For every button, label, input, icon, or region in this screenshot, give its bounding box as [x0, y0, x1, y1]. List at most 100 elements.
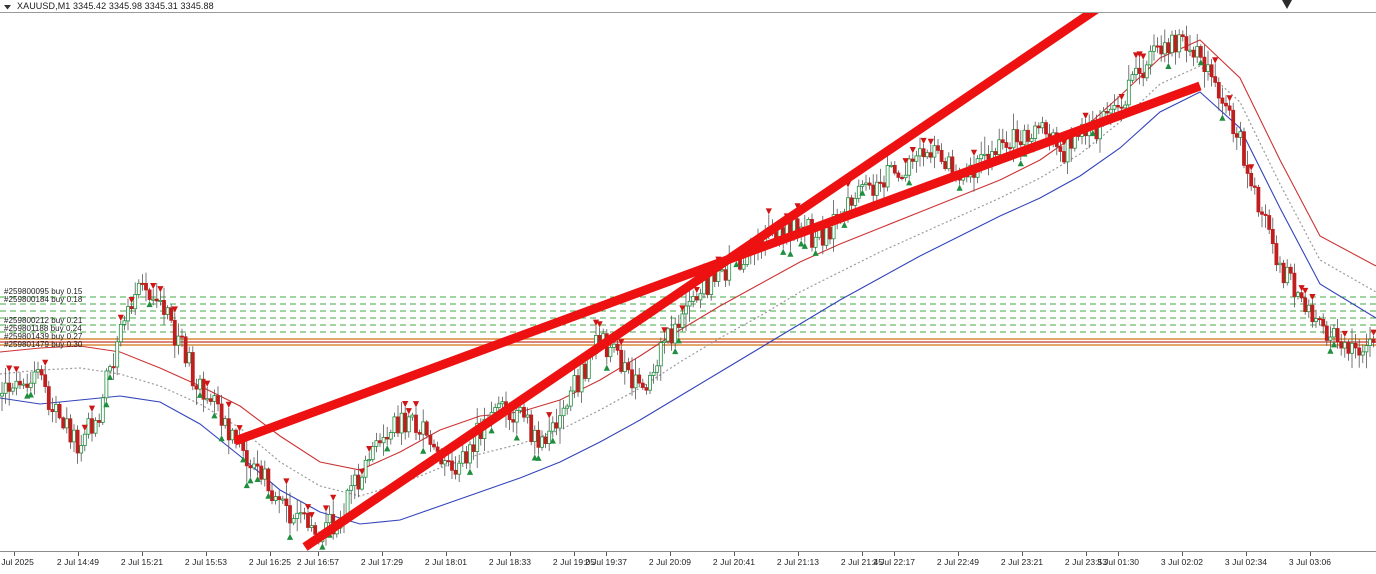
candle-body: [25, 383, 30, 388]
candle-body: [396, 416, 400, 434]
candle-body: [468, 444, 472, 464]
candle-body: [230, 429, 235, 441]
candle-body: [284, 498, 289, 506]
time-axis[interactable]: 2 Jul 2025 2 Jul 14:49 2 Jul 15:21 2 Jul 15…: [0, 551, 1376, 574]
candle-body: [352, 474, 357, 487]
trend-channel-drawing[interactable]: [233, 13, 1202, 551]
candle-body: [583, 363, 588, 379]
candle-body: [151, 298, 156, 301]
candle-body: [450, 460, 454, 471]
buy-arrow-icon: [254, 475, 261, 483]
candle-body: [540, 436, 544, 448]
order-label[interactable]: #259801439 buy 0.27: [4, 332, 82, 341]
buy-arrow-icon: [956, 184, 963, 191]
order-label[interactable]: #259800095 buy 0.15: [4, 287, 82, 296]
sell-arrow-icon: [1341, 330, 1348, 338]
candle-body: [57, 403, 62, 419]
candle-body: [687, 300, 692, 307]
candle-body: [1270, 228, 1275, 244]
buy-arrow-icon: [211, 412, 218, 419]
order-label[interactable]: #259800184 buy 0.18: [4, 295, 82, 304]
candle-body: [108, 366, 112, 372]
candle-body: [1206, 64, 1210, 72]
candle-body: [115, 341, 120, 368]
candle-body: [1108, 108, 1113, 114]
candle-body: [1296, 292, 1300, 297]
time-axis-tick: [734, 552, 735, 556]
candle-body: [928, 152, 933, 158]
buy-arrow-icon: [103, 400, 110, 408]
sell-arrow-icon: [765, 208, 772, 215]
order-label[interactable]: #259801188 buy 0.24: [4, 324, 82, 333]
candle-body: [1015, 129, 1020, 143]
candle-body: [10, 387, 15, 392]
time-axis-label: 2 Jul 16:25: [248, 557, 292, 567]
candle-body: [1000, 139, 1005, 144]
candle-body: [496, 403, 501, 408]
candle-body: [1162, 42, 1167, 55]
candle-body: [532, 429, 537, 442]
candle-body: [529, 414, 534, 443]
candle-body: [421, 421, 426, 435]
candle-body: [630, 369, 634, 389]
candle-body: [129, 306, 134, 310]
candle-body: [82, 433, 87, 446]
sell-arrow-icon: [304, 504, 312, 511]
sell-arrow-icon: [81, 424, 88, 431]
triangle-down-icon[interactable]: [3, 2, 12, 11]
buy-arrow-icon: [243, 481, 250, 489]
candle-body: [864, 182, 868, 186]
candle-body: [514, 410, 519, 423]
candle-body: [1350, 342, 1354, 354]
candle-body: [1213, 76, 1218, 83]
candle-body: [637, 374, 642, 384]
candle-body: [1227, 105, 1232, 111]
time-axis-tick: [206, 552, 207, 556]
candle-body: [1137, 67, 1142, 74]
sell-arrow-icon: [157, 286, 164, 293]
buy-arrow-icon: [106, 373, 114, 381]
candle-body: [392, 416, 397, 433]
order-label[interactable]: #259801479 buy 0.30: [4, 340, 82, 349]
time-axis-tick: [510, 552, 511, 556]
candle-body: [1263, 213, 1268, 216]
channel-lower-line[interactable]: [302, 13, 1110, 551]
candle-body: [219, 403, 224, 426]
candle-body: [187, 352, 192, 364]
candle-body: [1026, 129, 1030, 142]
candle-body: [1029, 138, 1034, 142]
candle-body: [1152, 45, 1156, 52]
candle-body: [831, 214, 836, 240]
candle-body: [813, 236, 818, 248]
candle-body: [1368, 338, 1372, 346]
candle-body: [1267, 215, 1272, 230]
sell-arrow-icon: [661, 327, 668, 334]
candle-body: [471, 444, 476, 452]
candle-body: [432, 443, 436, 448]
candle-body: [183, 336, 188, 364]
candle-body: [244, 450, 249, 467]
candle-body: [1242, 131, 1246, 166]
price-plot-area[interactable]: [0, 13, 1376, 551]
candle-body: [921, 148, 926, 158]
sell-arrow-icon: [236, 425, 243, 432]
candle-body: [662, 340, 667, 344]
candle-body: [1184, 36, 1189, 51]
candle-body: [500, 401, 505, 405]
buy-arrow-icon: [1165, 62, 1172, 69]
candle-body: [64, 418, 69, 429]
sell-arrow-icon: [402, 400, 409, 408]
order-label[interactable]: #259800212 buy 0.21: [4, 316, 82, 325]
time-axis-label: 2 Jul 21:13: [776, 557, 820, 567]
candle-body: [14, 380, 19, 389]
candle-body: [1141, 73, 1146, 79]
candle-body: [1288, 266, 1293, 274]
buy-arrow-icon: [27, 391, 34, 398]
candle-body: [68, 418, 73, 443]
candle-body: [900, 176, 904, 179]
candle-body: [475, 422, 480, 452]
time-axis-label: 3 Jul 01:30: [1096, 557, 1140, 567]
sell-arrow-icon: [920, 137, 927, 145]
sell-arrow-icon: [412, 401, 420, 408]
candle-body: [457, 462, 462, 475]
